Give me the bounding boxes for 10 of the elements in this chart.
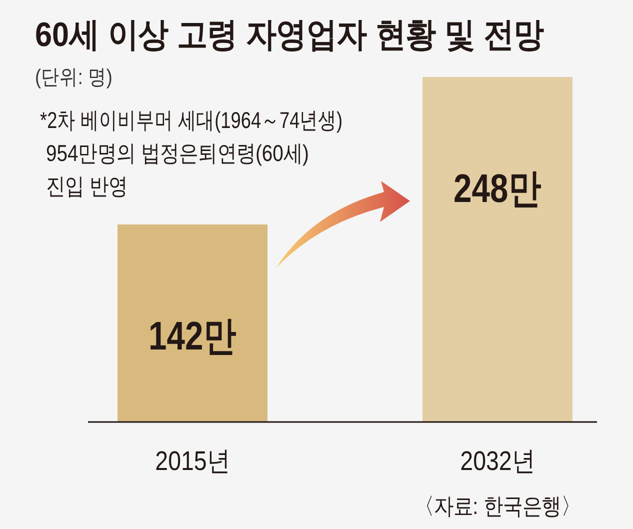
value-label: 142만 — [148, 313, 236, 358]
title: 60세 이상 고령 자영업자 현황 및 전망 — [35, 16, 544, 54]
note: *2차 베이비부머 세대(1964～74년생) — [40, 108, 343, 134]
note: 954만명의 법정은퇴연령(60세) — [46, 142, 309, 166]
source: 〈자료: 한국은행〉 — [414, 494, 580, 520]
category: 2015년 — [155, 446, 230, 476]
note: 진입 반영 — [46, 174, 128, 200]
category: 2032년 — [460, 446, 535, 476]
value-label: 248만 — [454, 166, 542, 211]
subtitle: (단위: 명) — [35, 66, 112, 90]
